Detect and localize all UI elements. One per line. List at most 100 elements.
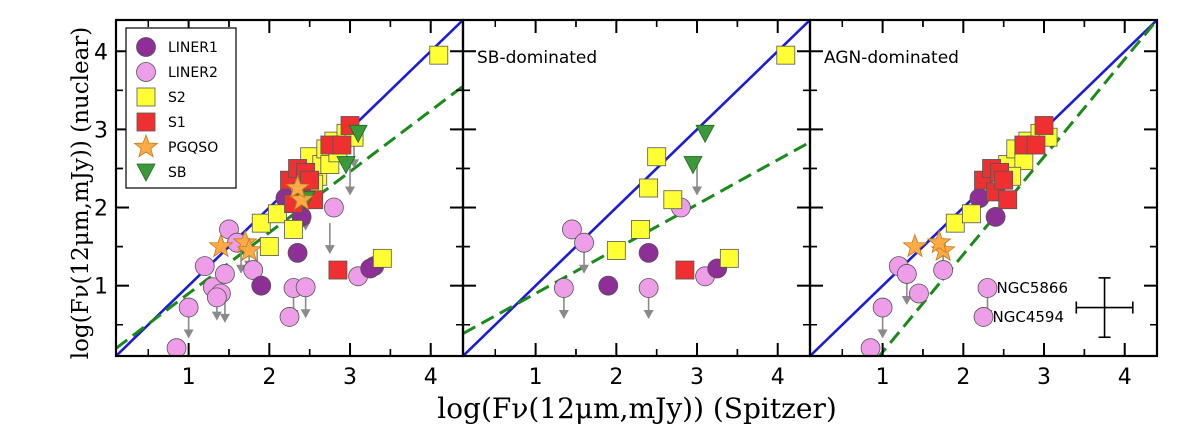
x-tick-label: 4 [771,365,785,390]
point-liner1 [598,275,619,296]
panel-plot-area [810,20,1157,356]
x-tick-label: 4 [1118,365,1132,390]
legend-label-s1: S1 [168,115,186,131]
point-s2 [284,220,303,239]
legend-entry-pgqso: PGQSO [133,133,218,158]
x-tick-label: 3 [1037,365,1051,390]
panel-label: SB-dominated [477,48,597,68]
point-s2 [429,45,449,65]
x-axis-title: log(Fν(12μm,mJy)) (Spitzer) [437,392,837,425]
x-tick-label: 3 [343,365,357,390]
x-tick-label: 4 [424,365,438,390]
point-liner2 [215,264,235,284]
point-sb [336,156,356,175]
upper-limit-arrow [692,164,703,196]
legend-label-liner1: LINER1 [168,40,218,56]
point-liner2 [279,307,300,327]
point-liner2 [860,338,881,356]
point-s1 [328,260,348,280]
legend-marker-sb [136,163,156,182]
point-s1 [1034,116,1054,135]
point-liner2 [295,277,316,298]
upper-limit-arrow [324,223,335,255]
point-liner1 [985,207,1006,227]
y-tick-label: 1 [94,275,108,300]
panels: 1 1 2 2 3 3 4 4 SB-dominated 1 2 3 4 NGC5866 NGC4594 AG… [94,18,1159,390]
point-liner2 [574,232,594,253]
point-liner2 [553,278,574,298]
panel-3: NGC5866 NGC4594 AGN-dominated 1 2 3 4 [808,18,1159,390]
x-tick-label: 1 [876,365,890,390]
x-tick-label: 1 [529,365,543,390]
point-s2 [647,147,667,167]
panel-1: 1 1 2 2 3 3 4 4 [94,18,465,390]
point-s2 [945,213,965,233]
point-pgqso [926,229,952,254]
point-liner1 [251,275,272,296]
legend-marker-s1 [136,112,156,132]
ticks [463,20,810,356]
point-liner2 [178,297,199,318]
point-liner2 [933,260,954,280]
panel-plot-area [463,20,810,356]
x-tick-label: 3 [690,365,704,390]
legend-marker-pgqso [133,133,159,158]
point-s2 [251,213,271,233]
point-sb [348,124,368,144]
point-liner2 [638,278,659,298]
panel-label: AGN-dominated [824,48,959,68]
annotation-ngc4594: NGC4594 [993,308,1065,326]
legend-label-pgqso: PGQSO [168,140,218,156]
x-tick-label: 1 [182,365,196,390]
legend-marker-liner2 [136,62,156,82]
point-s2 [776,45,796,65]
point-liner2 [194,256,215,277]
point-s2 [267,204,287,224]
point-s2 [631,220,650,239]
point-s2 [961,204,981,224]
point-liner2 [909,283,929,304]
panel-frame [808,18,1159,358]
y-axis-title: log(Fν(12μm,mJy)) (nuclear) [68,27,94,360]
point-s2 [372,248,392,268]
point-pgqso [902,233,928,258]
one-to-one-line [463,20,810,356]
point-liner2 [166,338,187,356]
ticks [810,20,1157,356]
point-s1 [1026,135,1046,155]
point-sb [695,124,715,144]
legend-entry-liner1: LINER1 [136,37,218,57]
fit-line-dashed [116,85,463,350]
point-s2 [639,178,659,198]
point-s1 [994,170,1014,190]
upper-limit-arrow [345,164,356,196]
legend-marker-liner1 [136,37,156,57]
legend-marker-s2 [136,87,156,107]
x-tick-label: 2 [262,365,276,390]
legend-entry-sb: SB [136,163,187,182]
panel-2: SB-dominated 1 2 3 4 [461,18,812,390]
legend-label-liner2: LINER2 [168,65,218,81]
point-liner2 [977,278,998,298]
point-s1 [675,260,695,280]
point-s2 [719,248,739,268]
x-tick-label: 2 [609,365,623,390]
legend-label-s2: S2 [168,90,186,106]
point-pgqso [208,233,234,258]
y-tick-label: 4 [94,40,108,65]
fit-line-dashed [877,20,1157,356]
x-tick-label: 2 [956,365,970,390]
point-s2 [606,241,626,260]
y-tick-label: 2 [94,197,108,222]
point-s2 [663,190,683,210]
point-liner2 [206,287,227,308]
point-pgqso [285,174,311,199]
panel-plot-area [116,20,463,356]
point-pgqso [236,237,262,262]
annotation-ngc5866: NGC5866 [997,279,1069,297]
legend: LINER1 LINER2 S2 S1 PGQSO SB [125,27,237,189]
point-sb [683,156,703,175]
point-liner2 [323,197,344,218]
legend-label-sb: SB [168,165,187,181]
